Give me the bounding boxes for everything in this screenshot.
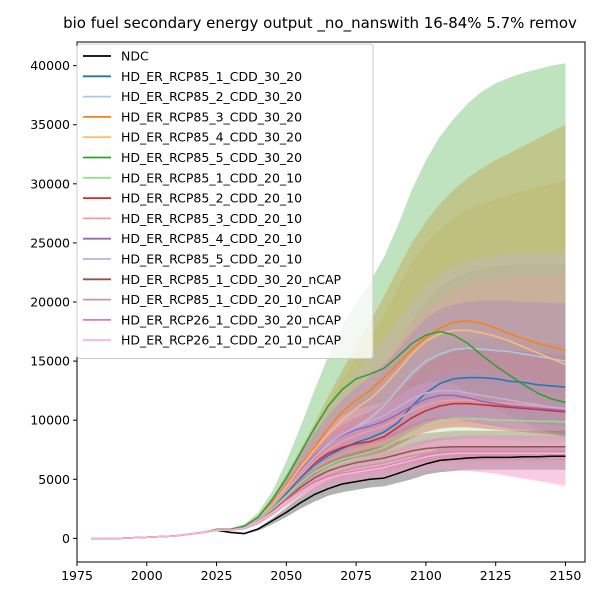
series-lines (91, 320, 566, 540)
y-tick-label-5: 25000 (30, 235, 70, 250)
y-tick-label-2: 10000 (30, 413, 70, 428)
legend-label-2: HD_ER_RCP85_2_CDD_30_20 (121, 89, 302, 104)
y-tick-label-6: 30000 (30, 176, 70, 191)
x-tick-label-1: 2000 (131, 568, 163, 583)
band-8 (91, 276, 566, 539)
band-14 (91, 437, 566, 539)
band-1 (91, 338, 566, 539)
legend-label-13: HD_ER_RCP26_1_CDD_30_20_nCAP (121, 312, 342, 327)
legend-label-12: HD_ER_RCP85_1_CDD_20_10_nCAP (121, 292, 342, 307)
series-line-14 (91, 452, 566, 540)
legend-label-7: HD_ER_RCP85_2_CDD_20_10 (121, 191, 302, 206)
x-tick-label-3: 2050 (270, 568, 302, 583)
x-tick-label-7: 2150 (550, 568, 582, 583)
y-tick-label-1: 5000 (38, 472, 70, 487)
y-tick-label-4: 20000 (30, 295, 70, 310)
band-10 (91, 252, 566, 539)
legend-label-14: HD_ER_RCP26_1_CDD_20_10_nCAP (121, 333, 342, 348)
legend-label-5: HD_ER_RCP85_5_CDD_30_20 (121, 150, 302, 165)
legend-label-11: HD_ER_RCP85_1_CDD_30_20_nCAP (121, 272, 342, 287)
x-tick-label-4: 2075 (340, 568, 372, 583)
y-tick-label-8: 40000 (30, 58, 70, 73)
band-13 (91, 435, 566, 539)
x-tick-label-5: 2100 (410, 568, 442, 583)
legend-label-9: HD_ER_RCP85_4_CDD_20_10 (121, 231, 302, 246)
legend-label-0: NDC (121, 49, 149, 64)
band-11 (91, 430, 566, 539)
legend: NDC HD_ER_RCP85_1_CDD_30_20 HD_ER_RCP85_2_… (76, 43, 374, 359)
legend-label-8: HD_ER_RCP85_3_CDD_20_10 (121, 211, 302, 226)
chart-title: bio fuel secondary energy output _no_nan… (63, 14, 577, 33)
y-tick-label-7: 35000 (30, 117, 70, 132)
legend-label-4: HD_ER_RCP85_4_CDD_30_20 (121, 130, 302, 145)
legend-box (76, 43, 374, 359)
band-12 (91, 437, 566, 539)
y-tick-label-0: 0 (62, 531, 70, 546)
band-9 (91, 300, 566, 539)
band-3 (91, 124, 566, 539)
legend-label-1: HD_ER_RCP85_1_CDD_30_20 (121, 69, 302, 84)
legend-label-3: HD_ER_RCP85_3_CDD_30_20 (121, 109, 302, 124)
band-0 (91, 446, 566, 539)
legend-label-6: HD_ER_RCP85_1_CDD_20_10 (121, 170, 302, 185)
x-tick-label-6: 2125 (480, 568, 512, 583)
legend-label-10: HD_ER_RCP85_5_CDD_20_10 (121, 252, 302, 267)
band-5 (91, 63, 566, 539)
x-tick-label-0: 1975 (61, 568, 93, 583)
x-tick-label-2: 2025 (201, 568, 233, 583)
band-4 (91, 180, 566, 539)
y-tick-label-3: 15000 (30, 354, 70, 369)
